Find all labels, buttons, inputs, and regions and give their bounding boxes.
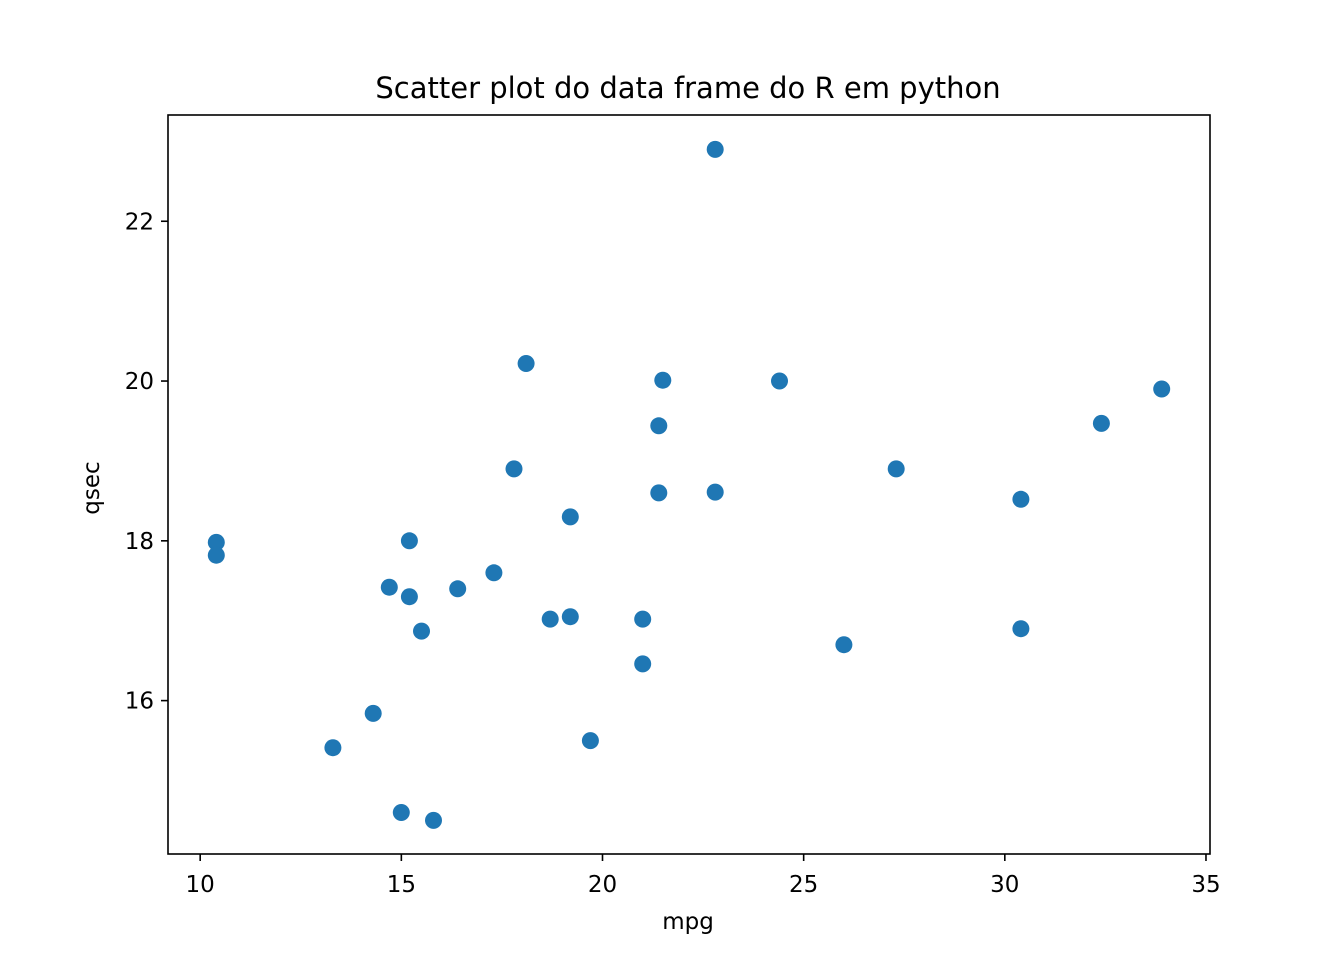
chart-title: Scatter plot do data frame do R em pytho… [375,71,1000,105]
data-points [207,140,1171,829]
data-point-23 [324,739,342,757]
data-point-24 [561,608,579,626]
data-point-11 [449,580,467,598]
data-point-6 [364,704,382,722]
data-point-31 [650,484,668,502]
data-point-4 [541,610,559,628]
data-point-5 [517,355,535,372]
data-point-30 [392,804,410,821]
data-point-21 [413,622,430,640]
x-tick-label-0: 10 [186,872,215,898]
data-point-27 [1012,620,1030,638]
y-tick-label-0: 16 [125,689,154,715]
data-point-12 [485,564,503,582]
data-point-29 [581,732,599,750]
data-point-28 [425,811,442,829]
data-point-8 [706,140,724,158]
x-axis-label: mpg [662,909,714,935]
y-tick-label-1: 18 [125,529,154,555]
data-point-17 [1092,414,1110,432]
data-point-20 [654,371,672,389]
x-tick-label-4: 30 [990,872,1019,898]
y-tick-label-2: 20 [125,369,154,395]
data-point-18 [1012,490,1030,508]
data-point-16 [380,578,398,596]
data-point-7 [771,372,788,390]
x-tick-label-2: 20 [588,872,617,898]
y-tick-label-3: 22 [125,209,154,235]
data-point-2 [706,483,724,501]
data-point-25 [887,460,905,478]
data-point-10 [505,460,523,478]
data-point-26 [835,636,853,654]
data-point-14 [207,533,225,551]
data-point-13 [400,532,418,550]
data-point-15 [207,546,225,564]
data-point-22 [400,588,418,606]
data-point-9 [561,508,579,526]
plot-frame [167,114,1211,855]
y-axis-label: qsec [79,461,105,514]
data-point-1 [634,610,652,628]
data-point-0 [634,655,652,673]
x-tick-label-3: 25 [789,872,818,898]
x-tick-label-5: 35 [1191,872,1220,898]
data-point-3 [650,417,668,435]
data-point-19 [1153,380,1171,398]
axis-ticks: 10 15 20 25 30 35 16 18 20 22 [125,209,1221,898]
x-tick-label-1: 15 [387,872,416,898]
